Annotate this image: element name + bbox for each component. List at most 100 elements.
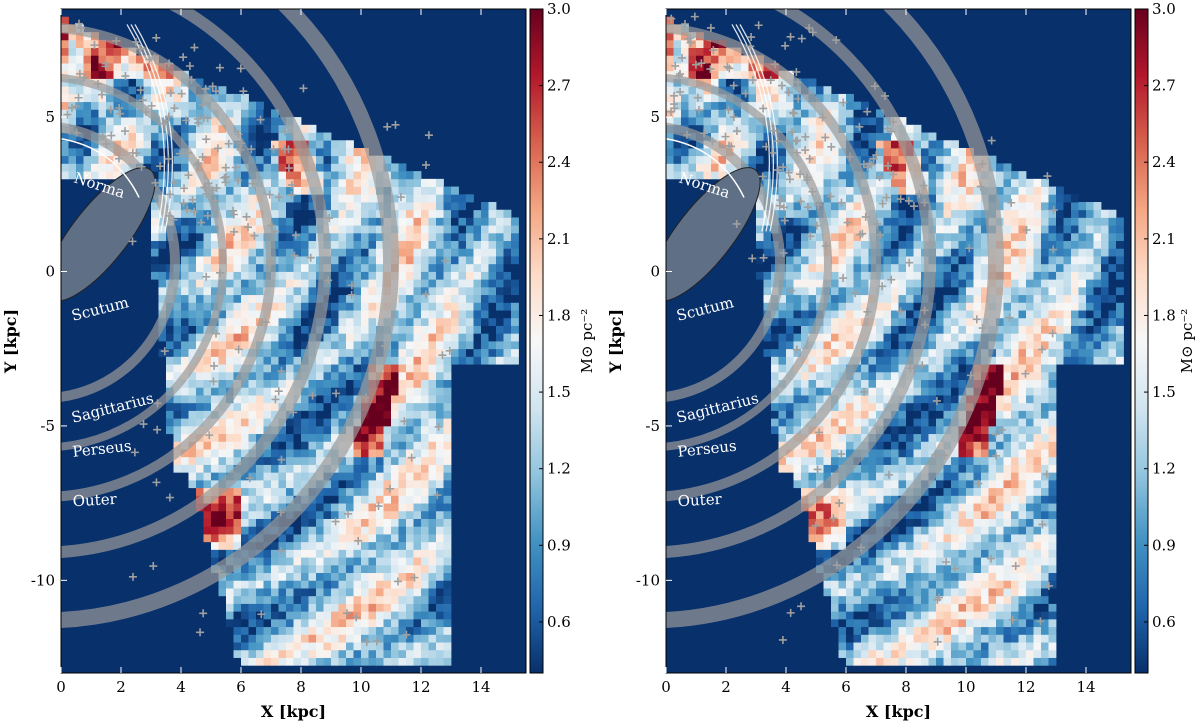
heatmap-cell [786, 410, 794, 419]
heatmap-cell [293, 611, 302, 620]
heatmap-cell [248, 124, 257, 133]
heatmap-cell [436, 387, 444, 396]
heatmap-cell [898, 541, 907, 550]
heatmap-cell [76, 32, 84, 41]
heatmap-cell [458, 256, 467, 265]
heatmap-cell [711, 109, 719, 118]
heatmap-cell [868, 178, 877, 187]
heatmap-cell [368, 642, 377, 651]
heatmap-cell [113, 132, 122, 141]
heatmap-cell [383, 580, 392, 589]
heatmap-cell [883, 657, 892, 666]
heatmap-cell [883, 449, 892, 458]
heatmap-cell [83, 117, 92, 126]
heatmap-cell [376, 526, 384, 535]
heatmap-cell [861, 109, 869, 118]
heatmap-cell [353, 526, 362, 535]
heatmap-cell [838, 487, 847, 496]
tracer-marker [250, 231, 259, 240]
heatmap-cell [196, 418, 204, 427]
heatmap-cell [928, 649, 937, 658]
heatmap-cell [293, 479, 302, 489]
heatmap-cell [883, 564, 892, 574]
heatmap-cell [353, 217, 362, 226]
heatmap-cell [831, 572, 839, 581]
heatmap-cell [346, 595, 354, 604]
heatmap-cell [128, 70, 137, 79]
heatmap-cell [211, 549, 219, 558]
heatmap-cell [823, 147, 832, 157]
heatmap-cell [248, 240, 257, 249]
heatmap-cell [406, 479, 414, 489]
heatmap-cell [458, 240, 467, 249]
heatmap-cell [808, 317, 817, 326]
heatmap-cell [473, 333, 482, 342]
heatmap-cell [481, 202, 489, 211]
heatmap-cell [673, 63, 682, 72]
heatmap-cell [368, 449, 377, 458]
heatmap-cell [793, 302, 802, 311]
heatmap-cell [203, 132, 212, 141]
tracer-marker [199, 609, 208, 618]
heatmap-cell [248, 279, 257, 288]
heatmap-cell [406, 333, 414, 342]
heatmap-cell [271, 124, 279, 133]
heatmap-cell [688, 93, 697, 103]
heatmap-cell [831, 225, 839, 234]
heatmap-cell [248, 526, 257, 535]
heatmap-cell [196, 441, 204, 450]
heatmap-cell [263, 464, 272, 473]
heatmap-cell [376, 634, 384, 643]
maser-arc [126, 24, 165, 232]
heatmap-cell [906, 271, 914, 280]
tracer-marker [396, 193, 405, 202]
heatmap-cell [718, 78, 727, 87]
arm-band-outer [61, 9, 399, 628]
heatmap-cell [196, 379, 204, 388]
heatmap-cell [293, 634, 302, 643]
heatmap-cell [331, 557, 339, 566]
heatmap-cell [488, 317, 497, 326]
tracer-marker [434, 422, 443, 431]
heatmap-cell [913, 294, 922, 303]
heatmap-cell [428, 341, 437, 350]
heatmap-cell [383, 449, 392, 458]
heatmap-cell [128, 117, 137, 126]
heatmap-cell [466, 341, 474, 350]
heatmap-cell [368, 410, 377, 419]
heatmap-cell [846, 518, 854, 527]
heatmap-cell [853, 510, 862, 519]
heatmap-cell [286, 178, 294, 187]
heatmap-cell [308, 642, 317, 651]
tracer-marker [410, 573, 419, 582]
heatmap-cell [763, 147, 772, 157]
heatmap-cell [778, 456, 787, 465]
heatmap-cell [323, 371, 332, 380]
heatmap-cell [816, 364, 824, 373]
heatmap-cell [323, 140, 332, 149]
heatmap-cell [688, 47, 697, 56]
heatmap-cell [891, 564, 899, 574]
tracer-marker [265, 257, 274, 266]
heatmap-cell [361, 186, 369, 195]
heatmap-cell [696, 70, 704, 79]
heatmap-cell [853, 626, 862, 635]
heatmap-cell [286, 634, 294, 643]
heatmap-cell [61, 39, 69, 48]
heatmap-cell [891, 240, 899, 249]
heatmap-cell [406, 178, 414, 187]
heatmap-cell [301, 279, 309, 288]
heatmap-cell [816, 472, 824, 481]
heatmap-cell [793, 387, 802, 396]
heatmap-cell [323, 549, 332, 558]
heatmap-cell [308, 225, 317, 234]
heatmap-cell [808, 248, 817, 257]
heatmap-cell [906, 626, 914, 635]
heatmap-cell [136, 140, 144, 149]
heatmap-cell [823, 425, 832, 435]
heatmap-cell [241, 472, 249, 481]
heatmap-cell [481, 248, 489, 257]
heatmap-cell [838, 348, 847, 357]
heatmap-cell [838, 93, 847, 103]
tracer-marker [277, 546, 286, 555]
